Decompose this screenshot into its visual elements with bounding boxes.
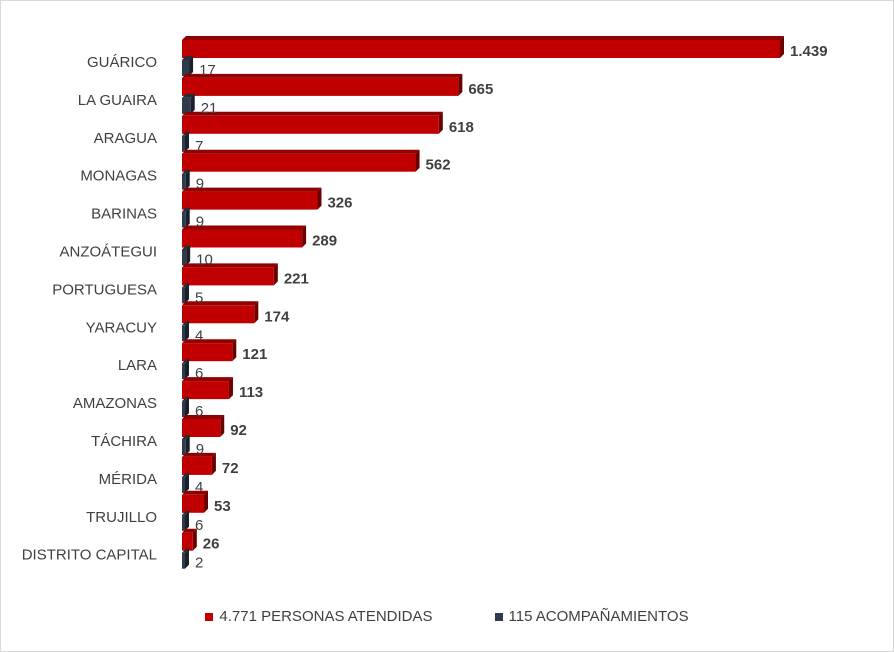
value-label-acompanamientos-5: 10 bbox=[196, 252, 213, 269]
category-label-3: MONAGAS bbox=[80, 168, 157, 185]
bar-acompanamientos-1 bbox=[182, 93, 195, 114]
bar-acompanamientos-9 bbox=[182, 397, 189, 418]
bar-acompanamientos-7 bbox=[182, 321, 189, 342]
bar-acompanamientos-10 bbox=[182, 435, 190, 455]
category-label-1: LA GUAIRA bbox=[78, 92, 157, 109]
value-label-personas-11: 72 bbox=[222, 460, 239, 477]
value-label-personas-7: 174 bbox=[264, 308, 290, 325]
value-label-acompanamientos-13: 2 bbox=[195, 555, 203, 572]
bar-personas-2 bbox=[182, 111, 443, 134]
value-label-acompanamientos-10: 9 bbox=[196, 441, 204, 458]
bar-personas-6 bbox=[182, 263, 278, 286]
bar-acompanamientos-8 bbox=[182, 359, 189, 380]
bar-personas-7 bbox=[182, 301, 259, 324]
bar-personas-11 bbox=[182, 452, 216, 475]
value-label-personas-4: 326 bbox=[327, 195, 352, 212]
value-labels: 1.439 17 665 21 618 7 562 9 326 9 289 10 221 5 174 4 121… bbox=[195, 43, 828, 572]
value-label-acompanamientos-7: 4 bbox=[195, 327, 203, 344]
value-label-personas-1: 665 bbox=[468, 81, 493, 98]
bar-personas-0 bbox=[182, 36, 784, 58]
category-label-9: AMAZONAS bbox=[73, 395, 157, 412]
category-label-13: DISTRITO CAPITAL bbox=[22, 547, 157, 564]
value-label-personas-10: 92 bbox=[230, 422, 247, 439]
legend-swatch-personas bbox=[205, 612, 214, 621]
bar-personas-12 bbox=[182, 490, 209, 513]
category-label-0: GUÁRICO bbox=[87, 54, 157, 71]
value-label-acompanamientos-4: 9 bbox=[196, 214, 204, 231]
value-label-acompanamientos-9: 6 bbox=[195, 403, 203, 420]
bars bbox=[182, 36, 784, 569]
value-label-personas-12: 53 bbox=[214, 498, 231, 515]
bar-personas-1 bbox=[182, 73, 463, 96]
bar-acompanamientos-2 bbox=[182, 131, 189, 152]
legend-entry-personas: 4.771 PERSONAS ATENDIDAS bbox=[205, 608, 433, 625]
bar-chart: GUÁRICO LA GUAIRA ARAGUA MONAGAS BARINAS ANZO… bbox=[22, 36, 828, 572]
value-label-acompanamientos-2: 7 bbox=[195, 138, 203, 155]
category-label-10: TÁCHIRA bbox=[91, 433, 157, 450]
bar-personas-8 bbox=[182, 339, 237, 362]
bar-personas-4 bbox=[182, 187, 322, 210]
bar-personas-3 bbox=[182, 149, 420, 172]
category-label-2: ARAGUA bbox=[94, 130, 157, 147]
legend: 4.771 PERSONAS ATENDIDAS 115 ACOMPAÑAMIE… bbox=[0, 608, 894, 625]
bar-acompanamientos-4 bbox=[182, 207, 190, 228]
value-label-personas-2: 618 bbox=[449, 119, 474, 136]
category-label-11: MÉRIDA bbox=[99, 471, 157, 488]
value-label-acompanamientos-3: 9 bbox=[196, 176, 204, 193]
bar-acompanamientos-3 bbox=[182, 169, 190, 190]
value-label-acompanamientos-8: 6 bbox=[195, 365, 203, 382]
category-label-5: ANZOÁTEGUI bbox=[59, 244, 157, 261]
bar-acompanamientos-5 bbox=[182, 245, 191, 266]
category-label-12: TRUJILLO bbox=[86, 509, 157, 526]
bar-acompanamientos-0 bbox=[182, 56, 194, 76]
bar-personas-13 bbox=[182, 528, 197, 551]
bar-acompanamientos-6 bbox=[182, 283, 189, 304]
value-label-acompanamientos-0: 17 bbox=[199, 62, 216, 79]
category-label-7: YARACUY bbox=[86, 319, 157, 336]
legend-entry-acompanamientos: 115 ACOMPAÑAMIENTOS bbox=[494, 608, 689, 625]
value-label-personas-13: 26 bbox=[203, 536, 220, 553]
value-label-acompanamientos-11: 4 bbox=[195, 479, 203, 496]
value-label-acompanamientos-1: 21 bbox=[201, 100, 218, 117]
bar-personas-9 bbox=[182, 377, 233, 400]
value-label-personas-0: 1.439 bbox=[790, 43, 828, 60]
legend-label-acompanamientos: 115 ACOMPAÑAMIENTOS bbox=[508, 608, 689, 625]
category-labels: GUÁRICO LA GUAIRA ARAGUA MONAGAS BARINAS ANZO… bbox=[22, 54, 157, 564]
value-label-personas-5: 289 bbox=[312, 233, 337, 250]
legend-swatch-acompanamientos bbox=[494, 612, 503, 621]
value-label-personas-8: 121 bbox=[242, 346, 267, 363]
value-label-acompanamientos-6: 5 bbox=[195, 289, 203, 306]
legend-label-personas: 4.771 PERSONAS ATENDIDAS bbox=[219, 608, 433, 625]
value-label-personas-6: 221 bbox=[284, 270, 309, 287]
category-label-8: LARA bbox=[118, 357, 157, 374]
bar-acompanamientos-12 bbox=[182, 510, 189, 531]
value-label-personas-9: 113 bbox=[239, 384, 263, 401]
bar-acompanamientos-11 bbox=[182, 472, 189, 493]
bar-personas-10 bbox=[182, 415, 225, 437]
bar-acompanamientos-13 bbox=[182, 548, 189, 569]
category-label-4: BARINAS bbox=[91, 206, 157, 223]
bar-personas-5 bbox=[182, 225, 307, 248]
value-label-personas-3: 562 bbox=[426, 157, 451, 174]
value-label-acompanamientos-12: 6 bbox=[195, 517, 203, 534]
category-label-6: PORTUGUESA bbox=[52, 281, 157, 298]
